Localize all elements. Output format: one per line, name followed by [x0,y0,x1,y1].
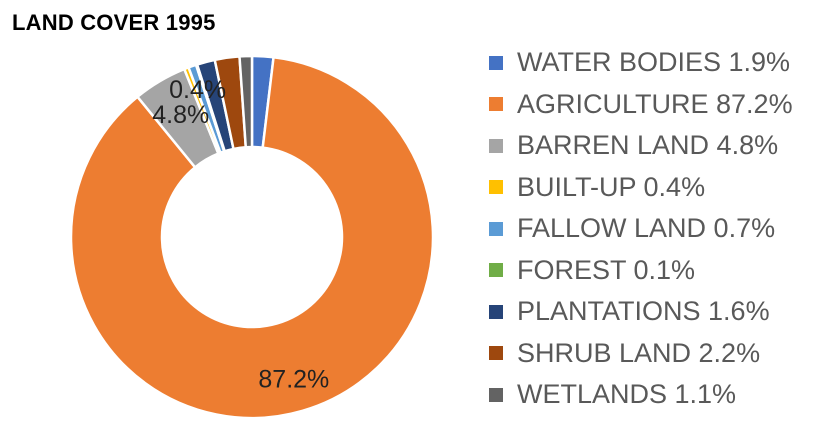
legend-swatch [489,346,503,361]
chart-title: LAND COVER 1995 [12,10,216,35]
slice-wetlands [238,54,254,149]
legend-label: FOREST 0.1% [517,254,696,285]
legend-item-shrub-land: SHRUB LAND 2.2% [489,333,793,375]
legend-item-barren-land: BARREN LAND 4.8% [489,125,793,167]
legend-item-plantations: PLANTATIONS 1.6% [489,291,793,333]
legend-label: AGRICULTURE 87.2% [517,88,793,119]
legend-item-fallow-land: FALLOW LAND 0.7% [489,208,793,250]
slice-agriculture [69,55,435,420]
legend-label: BUILT-UP 0.4% [517,171,706,202]
data-label-barren-land: 4.8% [152,101,209,129]
legend-swatch [489,221,503,236]
legend-swatch [489,97,503,112]
legend-swatch [489,263,503,278]
data-label-agriculture: 87.2% [258,366,329,394]
legend-item-forest: FOREST 0.1% [489,250,793,292]
legend: WATER BODIES 1.9% AGRICULTURE 87.2% BARREN… [489,42,793,416]
legend-swatch [489,387,503,402]
donut-data-labels: 87.2% 4.8%0.4% [152,76,329,394]
legend-item-wetlands: WETLANDS 1.1% [489,374,793,416]
legend-label: FALLOW LAND 0.7% [517,213,776,244]
legend-swatch [489,55,503,70]
legend-label: PLANTATIONS 1.6% [517,296,770,327]
legend-label: WETLANDS 1.1% [517,379,737,410]
legend-item-water-bodies: WATER BODIES 1.9% [489,42,793,84]
legend-swatch [489,138,503,153]
donut-chart: 87.2% 4.8%0.4% [69,54,435,420]
legend-swatch [489,304,503,319]
legend-item-agriculture: AGRICULTURE 87.2% [489,84,793,126]
legend-label: BARREN LAND 4.8% [517,130,779,161]
legend-swatch [489,180,503,195]
legend-label: SHRUB LAND 2.2% [517,337,761,368]
data-label-built-up: 0.4% [169,76,226,104]
legend-label: WATER BODIES 1.9% [517,47,791,78]
legend-item-built-up: BUILT-UP 0.4% [489,167,793,209]
donut-slices [69,54,435,420]
